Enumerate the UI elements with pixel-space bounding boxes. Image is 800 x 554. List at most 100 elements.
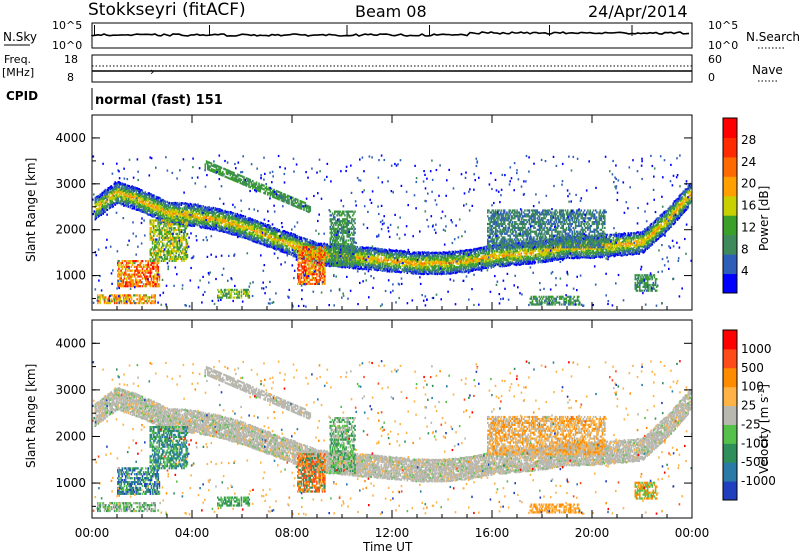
range-cell <box>375 257 378 260</box>
range-cell <box>452 266 455 269</box>
range-cell <box>415 262 418 265</box>
range-cell <box>511 261 514 264</box>
range-cell <box>492 244 495 247</box>
range-cell <box>269 227 272 230</box>
range-cell <box>112 201 115 204</box>
range-cell <box>466 250 469 253</box>
range-cell <box>541 259 544 262</box>
range-cell <box>465 259 468 262</box>
range-cell <box>541 252 544 255</box>
range-cell <box>546 244 549 248</box>
range-cell <box>426 258 429 261</box>
range-cell <box>205 214 208 217</box>
range-cell <box>267 239 270 242</box>
range-cell <box>263 241 266 244</box>
range-cell <box>382 253 385 256</box>
range-cell <box>447 268 450 271</box>
range-cell <box>205 224 208 227</box>
range-cell <box>539 245 542 248</box>
range-cell <box>247 221 250 224</box>
range-cell <box>239 213 242 216</box>
range-cell <box>411 257 414 260</box>
range-cell <box>515 260 518 263</box>
range-cell <box>173 212 176 215</box>
range-cell <box>504 263 507 266</box>
range-cell <box>139 189 142 192</box>
range-cell <box>145 210 148 213</box>
range-cell <box>543 260 546 263</box>
range-cell <box>127 201 130 204</box>
range-cell <box>241 223 244 227</box>
range-cell <box>544 250 547 253</box>
range-cell <box>131 207 134 210</box>
range-cell <box>570 255 573 258</box>
range-cell <box>363 255 366 259</box>
range-cell <box>228 221 231 224</box>
range-cell <box>96 202 99 205</box>
range-cell <box>252 222 255 225</box>
range-cell <box>161 212 164 216</box>
range-cell <box>512 262 515 265</box>
range-cell <box>370 247 373 250</box>
range-cell <box>419 269 422 272</box>
range-cell <box>230 222 233 225</box>
range-cell <box>486 252 489 255</box>
range-cell <box>209 208 212 211</box>
range-cell <box>538 254 541 258</box>
range-cell <box>506 248 509 251</box>
range-cell <box>404 254 407 257</box>
range-cell <box>186 208 189 211</box>
range-cell <box>249 235 252 238</box>
range-cell <box>282 238 285 241</box>
range-cell <box>495 251 498 254</box>
range-cell <box>422 262 425 265</box>
range-cell <box>131 203 134 206</box>
range-cell <box>372 265 375 268</box>
range-cell <box>202 209 205 212</box>
range-cell <box>248 236 251 239</box>
range-cell <box>300 240 303 243</box>
range-cell <box>328 257 331 260</box>
range-cell <box>385 259 388 262</box>
range-cell <box>210 225 213 228</box>
range-cell <box>242 220 245 223</box>
range-cell <box>190 210 193 213</box>
range-cell <box>221 217 224 221</box>
range-cell <box>237 217 240 220</box>
range-cell <box>398 265 401 268</box>
range-cell <box>390 255 393 258</box>
range-cell <box>147 203 150 206</box>
range-cell <box>160 208 163 211</box>
range-cell <box>238 230 241 233</box>
date-title: 24/Apr/2014 <box>588 2 688 21</box>
range-cell <box>498 260 501 263</box>
range-cell <box>113 202 116 205</box>
range-cell <box>265 243 268 246</box>
range-cell <box>455 267 458 270</box>
range-cell <box>169 215 172 218</box>
range-cell <box>439 265 442 268</box>
range-cell <box>420 265 423 268</box>
range-cell <box>393 269 396 272</box>
range-cell <box>294 240 297 243</box>
range-cell <box>158 204 161 207</box>
range-cell <box>189 218 192 221</box>
range-cell <box>309 244 312 247</box>
station-title: Stokkseyri (fitACF) <box>88 0 246 20</box>
range-cell <box>539 257 542 260</box>
range-cell <box>95 215 98 218</box>
range-cell <box>180 222 183 225</box>
range-cell <box>438 267 441 270</box>
range-cell <box>477 264 480 267</box>
range-cell <box>216 224 219 227</box>
range-cell <box>413 263 416 266</box>
range-cell <box>175 218 178 221</box>
range-cell <box>119 195 122 198</box>
range-cell <box>156 205 159 208</box>
range-cell <box>284 251 287 254</box>
range-cell <box>212 214 215 217</box>
range-cell <box>451 256 454 259</box>
range-cell <box>199 221 202 225</box>
range-cell <box>219 217 222 220</box>
range-cell <box>95 213 98 217</box>
